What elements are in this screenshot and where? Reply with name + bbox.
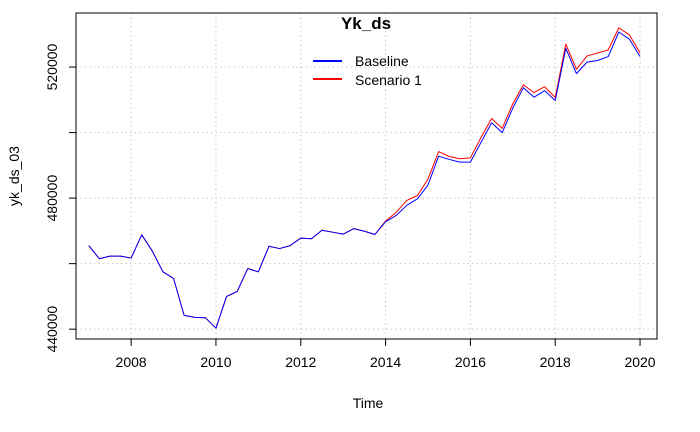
y-axis-title: yk_ds_03 (6, 146, 22, 206)
plot-frame (75, 12, 658, 340)
x-tick-label: 2020 (624, 354, 655, 370)
chart-title: Yk_ds (341, 14, 391, 33)
x-tick-label: 2008 (116, 354, 147, 370)
y-tick-label: 480000 (44, 175, 60, 222)
grid (76, 13, 657, 339)
series-line-baseline (88, 31, 641, 329)
x-tick-label: 2010 (200, 354, 231, 370)
legend-label-scenario1: Scenario 1 (355, 72, 422, 88)
series-group (88, 27, 641, 329)
legend: Baseline Scenario 1 (313, 53, 422, 88)
x-axis-title: Time (353, 395, 384, 411)
x-tick-label: 2016 (455, 354, 486, 370)
legend-label-baseline: Baseline (355, 53, 409, 69)
axes: 2008 2010 2012 2014 2016 2018 2020 440000 480000… (44, 43, 656, 370)
y-tick-label: 440000 (44, 306, 60, 353)
y-tick-label: 520000 (44, 43, 60, 90)
x-tick-label: 2014 (370, 354, 401, 370)
x-tick-label: 2018 (540, 354, 571, 370)
x-tick-label: 2012 (285, 354, 316, 370)
